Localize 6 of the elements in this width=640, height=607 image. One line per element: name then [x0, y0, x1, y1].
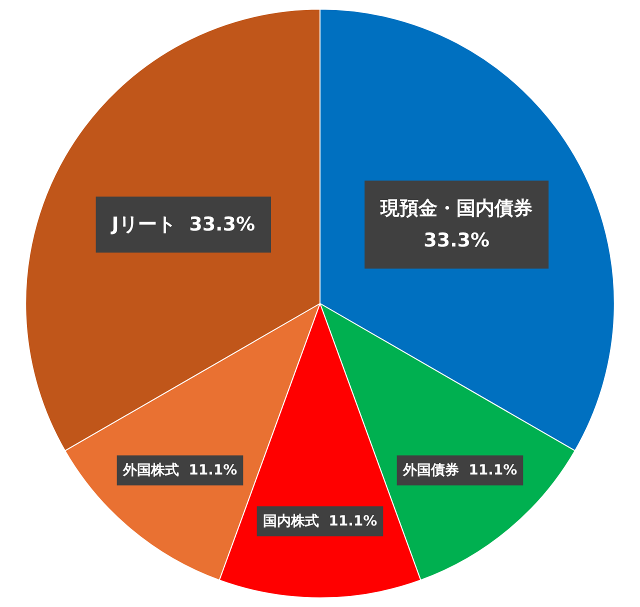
slice-label: Jリート 33.3%	[110, 214, 256, 236]
slice-label: 国内株式 11.1%	[262, 513, 378, 530]
slice-label: 外国債券 11.1%	[402, 462, 518, 478]
slice-label: 外国株式 11.1%	[122, 462, 238, 478]
slice-label: 現預金・国内債券	[380, 198, 533, 220]
data-label: 33.3%	[424, 230, 490, 252]
